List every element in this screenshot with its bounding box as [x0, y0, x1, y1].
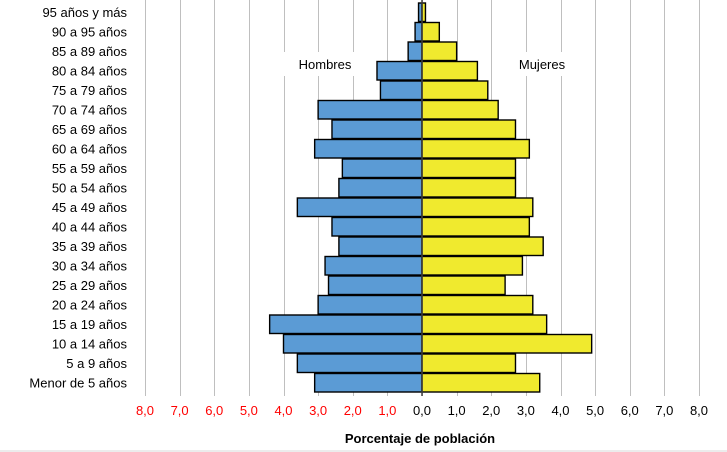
- bar-mujeres: [421, 275, 506, 296]
- x-tick-label: 8,0: [136, 403, 154, 418]
- bar-hombres: [338, 177, 423, 198]
- category-label: 50 a 54 años: [52, 180, 128, 195]
- bar-mujeres: [421, 353, 517, 374]
- bar-mujeres: [421, 372, 541, 393]
- category-labels: 95 años y más 90 a 95 años 85 a 89 años 80 …: [29, 5, 127, 391]
- bar-mujeres: [421, 197, 534, 218]
- bar-hombres: [331, 216, 423, 237]
- bar-mujeres: [421, 21, 441, 42]
- category-label: 70 a 74 años: [52, 102, 128, 117]
- bar-mujeres: [421, 158, 517, 179]
- bar-hombres: [317, 99, 423, 120]
- x-tick-label: 8,0: [690, 403, 708, 418]
- x-axis-title: Porcentaje de población: [345, 431, 495, 446]
- category-label: 90 a 95 años: [52, 24, 128, 39]
- category-label: 80 a 84 años: [52, 63, 128, 78]
- legend-box-mujeres: [499, 52, 585, 76]
- bar-mujeres: [421, 236, 544, 257]
- bar-hombres: [407, 41, 423, 62]
- bar-mujeres: [421, 60, 479, 81]
- bar-hombres: [317, 294, 423, 315]
- bar-hombres: [338, 236, 423, 257]
- x-tick-label: 6,0: [205, 403, 223, 418]
- bar-hombres: [327, 275, 423, 296]
- category-label: 15 a 19 años: [52, 317, 128, 332]
- x-tick-label: 4,0: [274, 403, 292, 418]
- x-tick-label: 3,0: [517, 403, 535, 418]
- x-tick-labels: 8,0 7,0 6,0 5,0 4,0 3,0 2,0 1,0 0,0 1,0 2,0 3,0 4,0 5…: [136, 403, 708, 418]
- bar-mujeres: [421, 119, 517, 140]
- bar-mujeres: [421, 333, 593, 354]
- category-label: 40 a 44 años: [52, 219, 128, 234]
- bar-mujeres: [421, 294, 534, 315]
- category-label: 20 a 24 años: [52, 297, 128, 312]
- x-tick-label: 1,0: [448, 403, 466, 418]
- legend-box-hombres: [276, 52, 374, 76]
- x-tick-label: 2,0: [482, 403, 500, 418]
- category-label: 35 a 39 años: [52, 239, 128, 254]
- category-label: Menor de 5 años: [29, 375, 127, 390]
- bar-hombres: [282, 333, 423, 354]
- bar-mujeres: [421, 99, 499, 120]
- bar-hombres: [379, 80, 423, 101]
- bar-hombres: [341, 158, 423, 179]
- x-tick-label: 0,0: [413, 403, 431, 418]
- x-tick-label: 3,0: [309, 403, 327, 418]
- bar-hombres: [414, 21, 423, 42]
- x-tick-label: 6,0: [621, 403, 639, 418]
- legend-label-mujeres: Mujeres: [519, 57, 566, 72]
- x-tick-label: 7,0: [171, 403, 189, 418]
- bar-mujeres: [421, 177, 517, 198]
- bar-mujeres: [421, 138, 531, 159]
- category-label: 25 a 29 años: [52, 278, 128, 293]
- bar-mujeres: [421, 41, 458, 62]
- x-tick-label: 5,0: [586, 403, 604, 418]
- bar-mujeres: [421, 255, 524, 276]
- bar-mujeres: [421, 216, 531, 237]
- category-label: 95 años y más: [42, 5, 127, 20]
- bar-hombres: [324, 255, 423, 276]
- bar-hombres: [268, 314, 423, 335]
- bar-hombres: [313, 138, 423, 159]
- x-tick-label: 7,0: [655, 403, 673, 418]
- category-label: 75 a 79 años: [52, 83, 128, 98]
- bar-hombres: [296, 197, 423, 218]
- category-label: 45 a 49 años: [52, 200, 128, 215]
- bar-mujeres: [421, 314, 548, 335]
- x-tick-label: 1,0: [378, 403, 396, 418]
- bar-hombres: [313, 372, 423, 393]
- legend-label-hombres: Hombres: [299, 57, 352, 72]
- category-label: 5 a 9 años: [66, 356, 127, 371]
- bar-hombres: [331, 119, 423, 140]
- bar-mujeres: [421, 80, 489, 101]
- category-label: 60 a 64 años: [52, 141, 128, 156]
- category-label: 85 a 89 años: [52, 44, 128, 59]
- category-label: 65 a 69 años: [52, 122, 128, 137]
- x-tick-label: 2,0: [344, 403, 362, 418]
- category-label: 10 a 14 años: [52, 336, 128, 351]
- bar-hombres: [296, 353, 423, 374]
- x-tick-label: 5,0: [240, 403, 258, 418]
- x-tick-label: 4,0: [551, 403, 569, 418]
- category-label: 30 a 34 años: [52, 258, 128, 273]
- bar-hombres: [376, 60, 423, 81]
- category-label: 55 a 59 años: [52, 161, 128, 176]
